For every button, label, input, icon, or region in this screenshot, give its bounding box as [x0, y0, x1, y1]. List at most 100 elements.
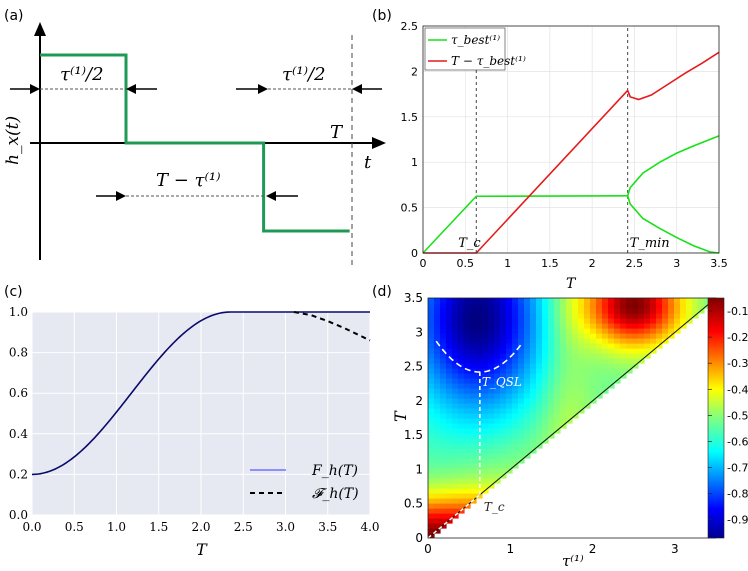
d-heatmap-cell	[488, 328, 495, 334]
d-heatmap-cell	[548, 383, 555, 389]
d-heatmap-cell	[572, 363, 579, 369]
d-heatmap-cell	[602, 343, 609, 349]
d-heatmap-cell	[476, 453, 483, 459]
d-heatmap-cell	[554, 373, 561, 379]
d-heatmap-cell	[434, 428, 441, 434]
d-heatmap-cell	[626, 338, 633, 344]
d-heatmap-cell	[542, 338, 549, 344]
d-heatmap-cell	[590, 338, 597, 344]
d-heatmap-cell	[440, 423, 447, 429]
d-heatmap-cell	[476, 308, 483, 314]
panel-b-chart: (b) 0 0.5 1 1.5 2 2.5 3 3.5 0 0.5 1 1.5 2 2.5 T τ_bes…	[372, 8, 728, 292]
d-heatmap-cell	[470, 358, 477, 364]
d-heatmap-cell	[662, 318, 669, 324]
d-heatmap-cell	[440, 398, 447, 404]
d-heatmap-cell	[626, 358, 633, 364]
d-heatmap-cell	[428, 478, 435, 484]
d-heatmap-cell	[440, 408, 447, 414]
d-heatmap-cell	[470, 303, 477, 309]
d-heatmap-cell	[476, 423, 483, 429]
d-heatmap-cell	[590, 373, 597, 379]
d-heatmap-cell	[500, 343, 507, 349]
d-heatmap-cell	[476, 343, 483, 349]
d-heatmap-cell	[542, 328, 549, 334]
d-heatmap-cell	[440, 483, 447, 489]
d-heatmap-cell	[536, 313, 543, 319]
d-heatmap-cell	[524, 363, 531, 369]
d-heatmap-cell	[458, 423, 465, 429]
d-heatmap-cell	[596, 328, 603, 334]
d-heatmap-cell	[428, 318, 435, 324]
d-heatmap-cell	[458, 358, 465, 364]
d-heatmap-cell	[494, 338, 501, 344]
d-heatmap-cell	[488, 433, 495, 439]
d-heatmap-cell	[656, 303, 663, 309]
d-heatmap-cell	[638, 318, 645, 324]
d-heatmap-cell	[428, 393, 435, 399]
d-heatmap-cell	[572, 323, 579, 329]
d-heatmap-cell	[500, 393, 507, 399]
d-heatmap-cell	[428, 513, 435, 519]
d-heatmap-cell	[584, 368, 591, 374]
b-x-tick-label: 1.5	[541, 257, 559, 270]
d-heatmap-cell	[530, 333, 537, 339]
d-heatmap-cell	[440, 448, 447, 454]
panel-a-pulse-sequence: (a) τ⁽¹⁾/2 τ⁽¹⁾/2 T − τ⁽¹⁾ T t h_x(t	[3, 8, 386, 265]
d-heatmap-cell	[464, 478, 471, 484]
d-heatmap-cell	[536, 343, 543, 349]
d-heatmap-cell	[434, 443, 441, 449]
d-heatmap-cell	[536, 413, 543, 419]
d-heatmap-cell	[470, 373, 477, 379]
d-heatmap-cell	[620, 303, 627, 309]
d-label-Tc: T_c	[484, 500, 505, 514]
d-heatmap-cell	[530, 348, 537, 354]
d-heatmap-cell	[434, 383, 441, 389]
d-heatmap-cell	[530, 408, 537, 414]
d-heatmap-cell	[452, 448, 459, 454]
d-heatmap-cell	[608, 298, 615, 304]
d-heatmap-cell	[452, 498, 459, 504]
d-heatmap-cell	[518, 358, 525, 364]
d-x-tick-label: 0	[424, 542, 432, 556]
d-heatmap-cell	[494, 343, 501, 349]
d-heatmap-cell	[578, 333, 585, 339]
d-heatmap-cell	[566, 403, 573, 409]
d-heatmap-cell	[446, 298, 453, 304]
d-heatmap-cell	[578, 318, 585, 324]
d-tc-dashed	[427, 494, 481, 539]
d-heatmap-cell	[536, 378, 543, 384]
d-heatmap-cell	[614, 338, 621, 344]
d-heatmap-cell	[566, 358, 573, 364]
d-heatmap-cell	[428, 378, 435, 384]
d-heatmap-cell	[464, 333, 471, 339]
d-heatmap-cell	[500, 308, 507, 314]
d-heatmap-cell	[452, 438, 459, 444]
d-heatmap-cell	[572, 388, 579, 394]
d-heatmap-cell	[470, 488, 477, 494]
d-heatmap-cell	[494, 333, 501, 339]
d-heatmap-cell	[458, 448, 465, 454]
d-heatmap-cell	[560, 323, 567, 329]
d-heatmap-cell	[470, 348, 477, 354]
d-heatmap-cell	[518, 413, 525, 419]
d-heatmap-cell	[434, 438, 441, 444]
d-heatmap-cell	[536, 423, 543, 429]
d-heatmap-cell	[530, 313, 537, 319]
d-heatmap-cell	[518, 438, 525, 444]
d-heatmap-cell	[572, 353, 579, 359]
d-heatmap-cell	[566, 348, 573, 354]
d-heatmap-cell	[434, 498, 441, 504]
a-label-tau-half-left: τ⁽¹⁾/2	[60, 64, 104, 85]
d-heatmap-cell	[572, 313, 579, 319]
d-heatmap-cell	[440, 493, 447, 499]
d-heatmap-cell	[500, 458, 507, 464]
d-heatmap-cell	[578, 338, 585, 344]
d-heatmap-cell	[446, 373, 453, 379]
d-heatmap-cell	[458, 373, 465, 379]
d-heatmap-cell	[578, 323, 585, 329]
d-heatmap-cell	[554, 338, 561, 344]
d-heatmap-cell	[650, 338, 657, 344]
d-heatmap-cell	[434, 513, 441, 519]
d-heatmap-cell	[500, 353, 507, 359]
d-heatmap-cell	[560, 413, 567, 419]
